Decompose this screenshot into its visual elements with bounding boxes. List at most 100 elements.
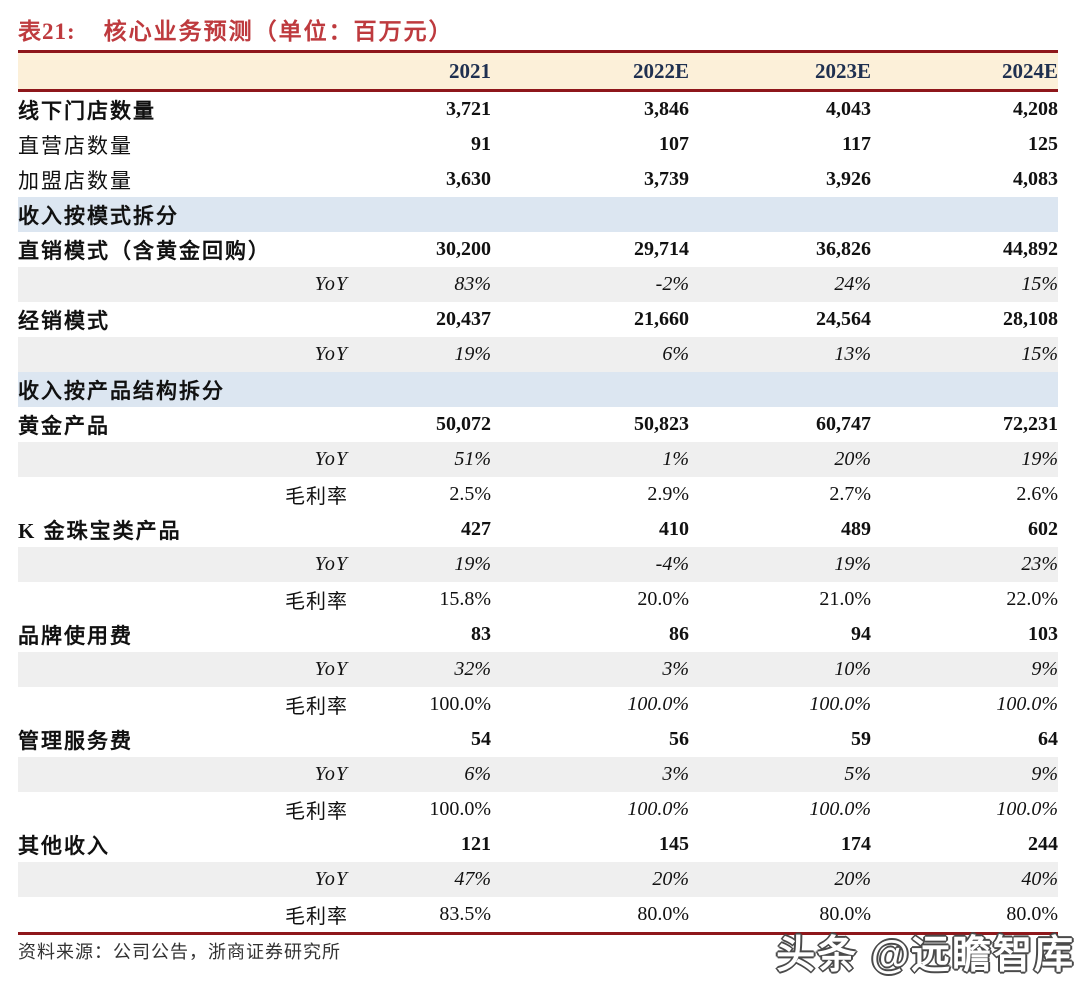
cell-2023E: 10%	[689, 652, 871, 687]
cell-2023E: 24%	[689, 267, 871, 302]
cell-2023E: 2.7%	[829, 483, 871, 505]
cell-2024E: 2.6%	[1016, 483, 1058, 505]
cell-2022E: 80.0%	[637, 903, 689, 925]
table-row: YoY 32% 3% 10% 9%	[18, 652, 1058, 687]
cell-2022E: -2%	[491, 267, 689, 302]
row-label: K 金珠宝类产品	[18, 518, 182, 543]
cell-2024E: 28,108	[1003, 308, 1058, 330]
table-row: YoY 6% 3% 5% 9%	[18, 757, 1058, 792]
cell-2022E: 100.0%	[627, 798, 689, 820]
forecast-table: 2021 2022E 2023E 2024E 线下门店数量 3,721 3,846 4…	[18, 50, 1058, 935]
cell-2024E: 22.0%	[1006, 588, 1058, 610]
cell-2024E: 44,892	[1003, 238, 1058, 260]
table-row: 毛利率 100.0% 100.0% 100.0% 100.0%	[18, 687, 1058, 722]
cell-2021: 30,200	[436, 238, 491, 260]
table-row: 毛利率 15.8% 20.0% 21.0% 22.0%	[18, 582, 1058, 617]
cell-2022E: 50,823	[634, 413, 689, 435]
table-header: 2021 2022E 2023E 2024E	[18, 50, 1058, 92]
cell-2022E: 20.0%	[637, 588, 689, 610]
table-row: YoY 19% -4% 19% 23%	[18, 547, 1058, 582]
section-row: 收入按产品结构拆分	[18, 372, 1058, 407]
cell-2024E: 100.0%	[996, 798, 1058, 820]
row-label: YoY	[18, 442, 348, 477]
cell-2023E: 24,564	[816, 308, 871, 330]
table-row: YoY 19% 6% 13% 15%	[18, 337, 1058, 372]
cell-2022E: 100.0%	[627, 693, 689, 715]
cell-2024E: 80.0%	[1006, 903, 1058, 925]
cell-2022E: 2.9%	[647, 483, 689, 505]
row-label: YoY	[18, 757, 348, 792]
row-label: 管理服务费	[18, 728, 133, 753]
row-label: 加盟店数量	[18, 168, 133, 193]
table-row: K 金珠宝类产品 427 410 489 602	[18, 512, 1058, 547]
cell-2023E: 13%	[689, 337, 871, 372]
table-row: 线下门店数量 3,721 3,846 4,043 4,208	[18, 91, 1058, 128]
cell-2024E: 15%	[871, 267, 1058, 302]
cell-2022E: 3%	[491, 652, 689, 687]
table-row: 毛利率 2.5% 2.9% 2.7% 2.6%	[18, 477, 1058, 512]
table-row: 品牌使用费 83 86 94 103	[18, 617, 1058, 652]
cell-2024E: 9%	[871, 652, 1058, 687]
cell-2023E: 100.0%	[809, 693, 871, 715]
cell-2024E: 64	[1038, 728, 1058, 750]
section-row: 收入按模式拆分	[18, 197, 1058, 232]
source-note: 资料来源：公司公告，浙商证券研究所	[18, 942, 341, 962]
cell-2022E: 20%	[491, 862, 689, 897]
cell-2021: 83	[471, 623, 491, 645]
cell-2022E: 3,739	[644, 168, 689, 190]
cell-2021: 54	[471, 728, 491, 750]
cell-2022E: 6%	[491, 337, 689, 372]
table-title-text: 核心业务预测（单位：百万元）	[103, 19, 454, 44]
cell-2023E: 19%	[689, 547, 871, 582]
cell-2021: 91	[471, 133, 491, 155]
row-label: 品牌使用费	[18, 623, 133, 648]
cell-2023E: 5%	[689, 757, 871, 792]
cell-2021: 83%	[348, 267, 491, 302]
header-label-spacer	[18, 50, 348, 92]
header-year-2021: 2021	[348, 50, 491, 92]
section-label: 收入按产品结构拆分	[18, 372, 1058, 407]
row-label: 直销模式（含黄金回购）	[18, 238, 271, 263]
table-row: 管理服务费 54 56 59 64	[18, 722, 1058, 757]
cell-2022E: 410	[659, 518, 689, 540]
row-label: 其他收入	[18, 833, 110, 858]
header-year-2024e: 2024E	[871, 50, 1058, 92]
cell-2023E: 117	[842, 133, 871, 155]
cell-2024E: 9%	[871, 757, 1058, 792]
cell-2022E: 3%	[491, 757, 689, 792]
table-row: YoY 47% 20% 20% 40%	[18, 862, 1058, 897]
row-label: YoY	[18, 337, 348, 372]
cell-2023E: 80.0%	[819, 903, 871, 925]
watermark: 头条 @远瞻智库	[776, 934, 1075, 977]
row-label: YoY	[18, 652, 348, 687]
row-label: YoY	[18, 547, 348, 582]
row-label: 毛利率	[285, 696, 348, 718]
cell-2023E: 489	[841, 518, 871, 540]
cell-2024E: 100.0%	[996, 693, 1058, 715]
row-label: YoY	[18, 267, 348, 302]
row-label: 毛利率	[285, 486, 348, 508]
cell-2024E: 19%	[871, 442, 1058, 477]
cell-2022E: 145	[659, 833, 689, 855]
row-label: 直营店数量	[18, 133, 133, 158]
cell-2021: 3,721	[446, 98, 491, 120]
cell-2024E: 103	[1028, 623, 1058, 645]
cell-2022E: 3,846	[644, 98, 689, 120]
table-title: 表21: 核心业务预测（单位：百万元）	[18, 12, 454, 46]
row-label: 毛利率	[285, 906, 348, 928]
row-label: 经销模式	[18, 308, 110, 333]
cell-2023E: 59	[851, 728, 871, 750]
cell-2022E: 107	[659, 133, 689, 155]
table-row: 黄金产品 50,072 50,823 60,747 72,231	[18, 407, 1058, 442]
cell-2023E: 60,747	[816, 413, 871, 435]
cell-2021: 50,072	[436, 413, 491, 435]
cell-2021: 6%	[348, 757, 491, 792]
row-label: 毛利率	[285, 801, 348, 823]
header-year-2023e: 2023E	[689, 50, 871, 92]
cell-2023E: 4,043	[826, 98, 871, 120]
table-row: 经销模式 20,437 21,660 24,564 28,108	[18, 302, 1058, 337]
table-body: 线下门店数量 3,721 3,846 4,043 4,208 直营店数量 91 107 117 1…	[18, 91, 1058, 934]
cell-2021: 20,437	[436, 308, 491, 330]
cell-2021: 83.5%	[439, 903, 491, 925]
cell-2022E: 29,714	[634, 238, 689, 260]
